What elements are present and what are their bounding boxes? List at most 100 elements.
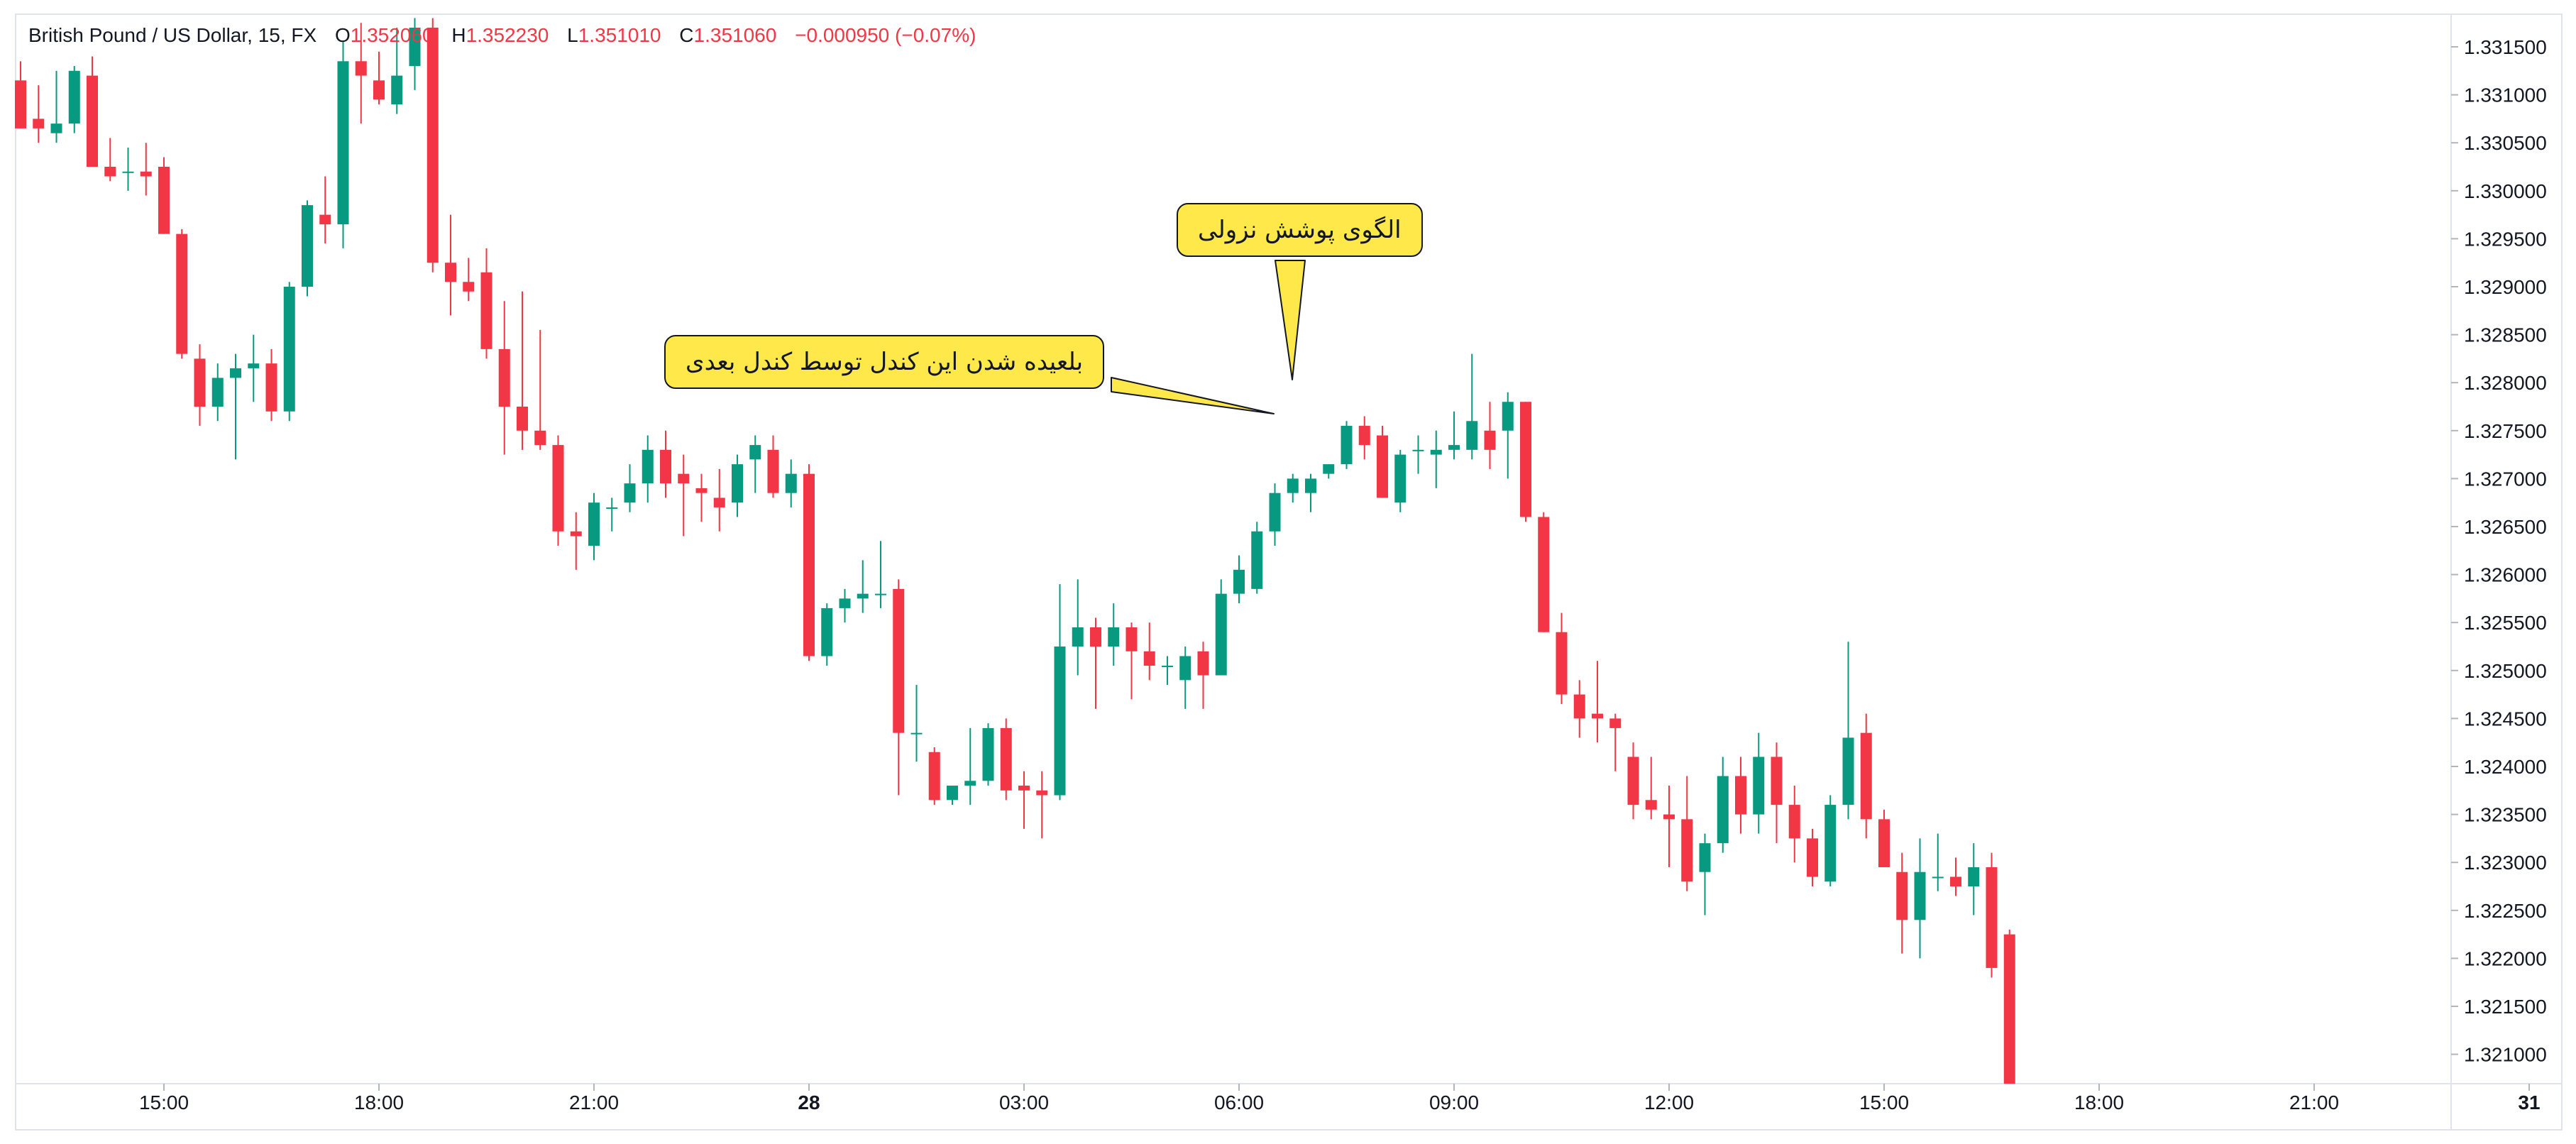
candle-body: [606, 507, 618, 509]
price-axis[interactable]: 1.331500 1.331000 1.330500 1.330000 1.329500…: [2451, 36, 2547, 1066]
price-tick-label: 1.328000: [2464, 372, 2547, 394]
symbol-legend[interactable]: British Pound / US Dollar, 15, FX O1.352…: [28, 24, 976, 47]
candle-body: [445, 263, 456, 282]
price-tick-label: 1.327000: [2464, 468, 2547, 490]
candle: [1968, 843, 1980, 915]
candle: [409, 18, 421, 90]
candle: [122, 147, 134, 191]
price-tick-label: 1.331500: [2464, 36, 2547, 58]
candle-body: [1914, 871, 1926, 920]
candle: [319, 176, 331, 244]
price-tick-label: 1.330500: [2464, 132, 2547, 154]
engulfed-callout-pointer: [1111, 377, 1275, 414]
callout-pointers: [1111, 260, 1306, 414]
candle: [1771, 742, 1783, 844]
candle-body: [355, 61, 367, 76]
price-tick-label: 1.325500: [2464, 612, 2547, 634]
candle-body: [211, 378, 224, 407]
candle: [1412, 435, 1424, 474]
candle: [1108, 603, 1120, 666]
candle: [87, 56, 98, 167]
price-tick-label: 1.329500: [2464, 228, 2547, 250]
candle-body: [1162, 666, 1173, 668]
candle-body: [749, 445, 761, 460]
candles-layer: [15, 18, 2015, 1084]
candle: [445, 214, 456, 316]
candle: [982, 723, 994, 786]
time-tick-label: 15:00: [139, 1091, 189, 1113]
candle: [821, 603, 833, 666]
candle-body: [947, 786, 958, 801]
candle: [265, 348, 277, 422]
change-value: −0.000950 (−0.07%): [795, 24, 976, 46]
candle: [194, 344, 206, 427]
candle-body: [104, 167, 116, 177]
candle: [1502, 392, 1514, 479]
candle: [1842, 642, 1854, 820]
candle-body: [642, 449, 654, 484]
price-tick-label: 1.321500: [2464, 996, 2547, 1018]
candle-body: [1520, 402, 1531, 517]
candle: [624, 464, 636, 512]
candle: [552, 435, 564, 546]
candle: [68, 66, 80, 133]
candle-body: [337, 61, 349, 225]
candle: [642, 435, 654, 503]
candle: [606, 497, 618, 532]
engulfed-candle-callout[interactable]: بلعیده شدن این کندل توسط کندل بعدی: [664, 335, 1105, 389]
candle-body: [1788, 805, 1800, 839]
candle-body: [1341, 426, 1353, 465]
candle-body: [176, 233, 188, 354]
candle: [1556, 612, 1568, 705]
candle-body: [660, 449, 671, 484]
candle: [1215, 579, 1227, 676]
candle: [678, 454, 690, 537]
candle-body: [1663, 814, 1675, 820]
candle: [1627, 742, 1639, 820]
candle-body: [265, 363, 277, 412]
candle: [1860, 713, 1872, 839]
candle: [1753, 732, 1765, 834]
candle-body: [982, 727, 994, 781]
candle: [1287, 473, 1299, 503]
candle-body: [910, 732, 923, 735]
candle: [1430, 430, 1442, 488]
candle-body: [1448, 445, 1460, 450]
candle: [1377, 426, 1388, 498]
candle: [302, 200, 313, 297]
close-value: 1.351060: [693, 24, 777, 46]
candle-body: [767, 449, 779, 493]
candle: [1824, 795, 1837, 886]
price-tick-label: 1.322500: [2464, 900, 2547, 922]
candle: [2003, 929, 2015, 1084]
price-tick-label: 1.328500: [2464, 324, 2547, 346]
bearish-pattern-callout[interactable]: الگوی پوشش نزولی: [1177, 203, 1423, 257]
candle-body: [498, 348, 510, 407]
candle: [1018, 771, 1030, 829]
price-tick-label: 1.324500: [2464, 708, 2547, 730]
candle: [1914, 838, 1926, 959]
candle-body: [517, 407, 528, 431]
price-tick-label: 1.321000: [2464, 1044, 2547, 1066]
time-tick-label: 18:00: [354, 1091, 404, 1113]
candle: [1878, 809, 1890, 867]
candle: [1125, 622, 1138, 700]
candle-body: [588, 502, 600, 546]
candle: [1573, 680, 1585, 738]
time-axis[interactable]: 15:00 18:00 21:00 28 03:00 06:00 09:00 12:00 15:…: [139, 1084, 2576, 1113]
candle: [355, 23, 367, 124]
candle: [1663, 786, 1675, 867]
candle: [1251, 522, 1263, 594]
candle-body: [1968, 867, 1980, 886]
candle: [1143, 622, 1155, 681]
candle-body: [1502, 402, 1514, 431]
chart-frame: [15, 13, 2563, 1131]
candle-body: [1699, 843, 1711, 872]
candle-body: [1377, 435, 1388, 498]
candle: [534, 329, 546, 450]
candle: [1323, 464, 1335, 479]
candle-body: [1197, 651, 1209, 676]
candle-body: [1054, 647, 1066, 796]
candle-body: [230, 368, 241, 378]
